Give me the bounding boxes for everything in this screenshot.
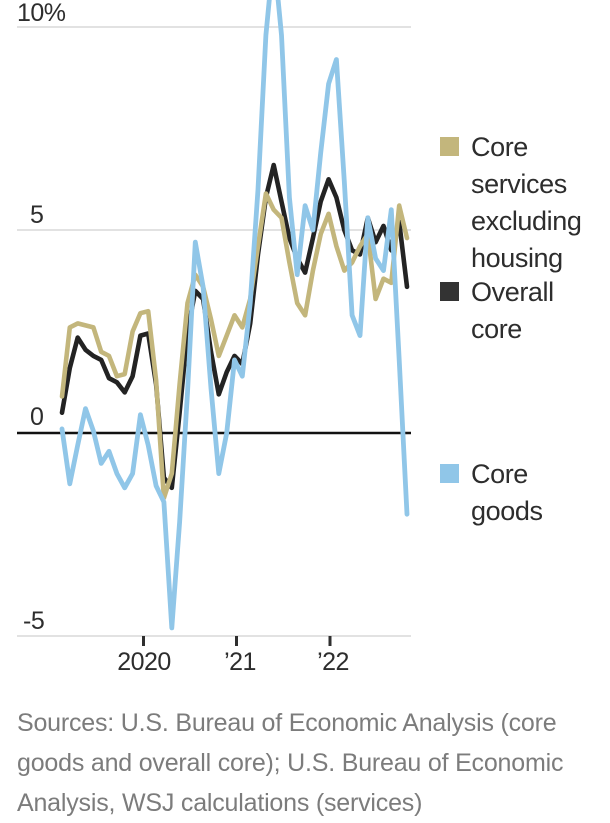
source-note: Sources: U.S. Bureau of Economic Analysi… bbox=[17, 709, 564, 817]
y-axis-label-3: -5 bbox=[23, 607, 44, 635]
legend-label-core-services: Core services excluding housing bbox=[471, 132, 582, 273]
series-line-core-services-excluding-housing bbox=[59, 191, 410, 501]
legend-item-core-goods: Core goods bbox=[440, 456, 543, 530]
x-axis-label-1: ’21 bbox=[224, 648, 256, 676]
x-axis-label-0: 2020 bbox=[117, 648, 171, 676]
legend-label-core-goods: Core goods bbox=[471, 459, 543, 526]
legend-label-overall-core: Overall core bbox=[471, 277, 554, 344]
inflation-chart-page: 10% 5 0 -5 2020 ’21 ’22 Core services excludin… bbox=[17, 0, 582, 817]
legend-item-core-services: Core services excluding housing bbox=[440, 129, 582, 277]
core-services-swatch-icon bbox=[440, 137, 459, 156]
core-goods-swatch-icon bbox=[440, 464, 459, 483]
series-line-core-goods bbox=[59, 0, 410, 631]
y-axis-label-2: 0 bbox=[30, 403, 43, 431]
x-axis-label-2: ’22 bbox=[317, 648, 349, 676]
legend-item-overall-core: Overall core bbox=[440, 274, 554, 348]
y-axis-label-0: 10% bbox=[17, 0, 66, 27]
line-chart: 10% 5 0 -5 2020 ’21 ’22 bbox=[17, 0, 411, 676]
overall-core-swatch-icon bbox=[440, 282, 459, 301]
y-axis-label-1: 5 bbox=[30, 201, 43, 229]
